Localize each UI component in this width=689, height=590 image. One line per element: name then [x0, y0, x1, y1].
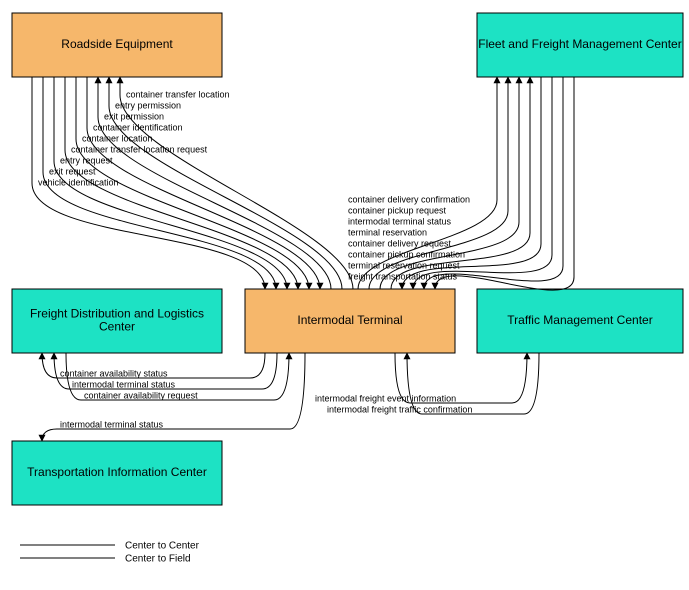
flow-label-ffmc-5: container pickup confirmation: [348, 249, 465, 259]
flow-label-tmc-1: intermodal freight traffic confirmation: [327, 404, 472, 414]
flow-label-ffmc-6: terminal reservation request: [348, 260, 460, 270]
flow-label-ffmc-2: intermodal terminal status: [348, 216, 452, 226]
architecture-diagram: Roadside Equipment Fleet and Freight Mana…: [0, 0, 689, 590]
flow-label-roadside-7: exit request: [49, 166, 96, 176]
flow-label-ffmc-7: freight transportation status: [348, 271, 458, 281]
flow-label-ffmc-3: terminal reservation: [348, 227, 427, 237]
legend-label-0: Center to Center: [125, 541, 200, 552]
flow-label-fdlc-1: intermodal terminal status: [72, 379, 176, 389]
node-label-fdlc: Freight Distribution and Logistics: [30, 307, 204, 321]
node-label-roadside: Roadside Equipment: [61, 37, 173, 51]
flow-label-roadside-8: vehicle identification: [38, 177, 119, 187]
flow-label-ffmc-1: container pickup request: [348, 205, 447, 215]
flow-label-roadside-2: exit permission: [104, 111, 164, 121]
flow-label-roadside-0: container transfer location: [126, 89, 230, 99]
node-label-intermodal: Intermodal Terminal: [297, 313, 402, 327]
flow-label-tmc-0: intermodal freight event information: [315, 393, 456, 403]
flow-label-roadside-6: entry request: [60, 155, 113, 165]
flow-label-fdlc-0: container availability status: [60, 368, 168, 378]
node-label-fdlc: Center: [99, 320, 135, 334]
flow-label-roadside-4: container location: [82, 133, 153, 143]
flow-label-roadside-5: container transfer location request: [71, 144, 208, 154]
node-label-tmc: Traffic Management Center: [507, 313, 652, 327]
flow-label-ffmc-4: container delivery request: [348, 238, 452, 248]
node-label-tic: Transportation Information Center: [27, 465, 207, 479]
flow-label-fdlc-2: container availability request: [84, 390, 198, 400]
flow-label-roadside-3: container identification: [93, 122, 183, 132]
node-label-ffmc: Fleet and Freight Management Center: [478, 37, 681, 51]
flow-label-ffmc-0: container delivery confirmation: [348, 194, 470, 204]
flow-label-tic-0: intermodal terminal status: [60, 419, 164, 429]
flow-label-roadside-1: entry permission: [115, 100, 181, 110]
legend-label-1: Center to Field: [125, 554, 191, 565]
